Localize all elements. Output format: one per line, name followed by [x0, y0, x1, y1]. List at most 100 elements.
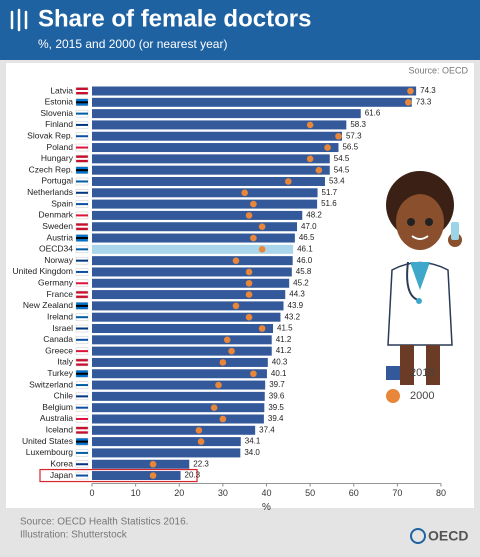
dot	[258, 325, 266, 332]
value-label: 48.2	[306, 211, 322, 220]
dot	[407, 87, 414, 95]
dot	[232, 302, 240, 310]
category-label: Israel	[52, 323, 73, 333]
category-label: Hungary	[41, 153, 74, 163]
bar	[92, 448, 241, 458]
flag-stripe	[76, 270, 88, 273]
category-label: Chile	[54, 391, 74, 401]
category-label: United States	[22, 436, 73, 446]
category-label: Netherlands	[27, 187, 73, 197]
flag-stripe	[76, 327, 88, 330]
bar	[92, 244, 294, 254]
flag-stripe	[76, 237, 88, 240]
flag-stripe	[76, 417, 88, 420]
value-label: 57.3	[346, 131, 362, 140]
category-label: Spain	[51, 198, 73, 208]
category-label: Slovak Rep.	[27, 130, 73, 140]
value-label: 41.5	[277, 324, 293, 333]
value-label: 74.3	[420, 86, 436, 95]
flag-stripe	[76, 463, 88, 466]
bar	[92, 176, 325, 186]
value-label: 56.5	[342, 143, 358, 152]
category-label: Czech Rep.	[29, 164, 73, 174]
flag-stripe	[76, 169, 88, 172]
x-tick-label: 80	[436, 488, 446, 498]
dot	[250, 234, 257, 242]
bar	[92, 369, 267, 379]
flag-stripe	[76, 191, 88, 194]
flag-stripe	[76, 350, 88, 353]
bar	[92, 97, 412, 107]
legend-swatch	[386, 389, 400, 403]
bar	[92, 165, 330, 175]
bar	[92, 290, 286, 300]
category-label: Korea	[50, 458, 73, 468]
dot	[195, 427, 203, 434]
flag-stripe	[76, 395, 88, 398]
bar	[92, 188, 318, 198]
bar	[92, 437, 241, 447]
bar	[92, 391, 265, 401]
value-label: 44.3	[289, 290, 305, 299]
value-label: 39.5	[268, 403, 284, 412]
dot	[258, 223, 266, 231]
dot	[223, 336, 231, 344]
x-tick-label: 0	[89, 488, 94, 498]
dot	[215, 381, 222, 389]
bar	[92, 131, 342, 141]
bar	[92, 414, 264, 424]
bar	[92, 267, 292, 277]
x-tick-label: 70	[392, 488, 402, 498]
flag-stripe	[76, 112, 88, 115]
chart-subtitle: %, 2015 and 2000 (or nearest year)	[38, 37, 227, 51]
flag-stripe	[76, 248, 88, 251]
value-label: 45.8	[296, 267, 312, 276]
dot	[315, 166, 323, 174]
value-label: 51.7	[322, 188, 338, 197]
doctor-illustration	[386, 171, 462, 385]
dot	[324, 144, 331, 151]
bar	[92, 143, 339, 153]
value-label: 45.2	[293, 278, 309, 287]
flag-stripe	[76, 451, 88, 454]
x-tick-label: 40	[261, 488, 271, 498]
flag-stripe	[76, 180, 88, 183]
dot	[245, 212, 253, 219]
dot	[258, 246, 266, 253]
category-label: France	[47, 289, 74, 299]
dot	[197, 438, 205, 445]
flag-stripe	[76, 429, 88, 432]
flag-stripe	[76, 316, 88, 319]
legend-label: 2000	[410, 390, 434, 402]
dot	[245, 313, 253, 321]
dot	[250, 200, 257, 208]
bar	[92, 425, 256, 435]
flag-stripe	[76, 338, 88, 341]
dot	[245, 291, 253, 298]
bar	[92, 256, 293, 266]
category-label: Denmark	[39, 210, 74, 220]
flag-stripe	[76, 304, 88, 307]
dot	[285, 178, 292, 185]
flag-stripe	[76, 101, 88, 104]
category-label: Austria	[47, 232, 74, 242]
value-label: 43.9	[288, 301, 304, 310]
header-band	[0, 0, 480, 60]
bar	[92, 459, 190, 469]
flag-stripe	[76, 157, 88, 160]
x-tick-label: 10	[131, 488, 141, 498]
category-label: Estonia	[45, 97, 74, 107]
category-label: Turkey	[47, 368, 73, 378]
category-label: Sweden	[42, 221, 73, 231]
category-label: Poland	[47, 142, 74, 152]
value-label: 73.3	[416, 97, 432, 106]
category-label: New Zealand	[23, 300, 73, 310]
bar	[92, 109, 361, 119]
dot	[335, 132, 342, 140]
dot	[245, 279, 253, 287]
value-label: 46.0	[297, 256, 313, 265]
bar	[92, 199, 318, 209]
flag-stripe	[76, 214, 88, 217]
category-label: Switzerland	[29, 379, 73, 389]
